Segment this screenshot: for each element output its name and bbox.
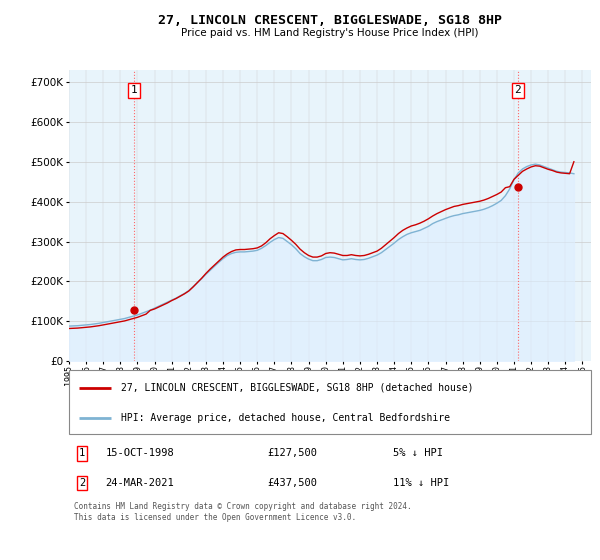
Text: 2: 2	[79, 478, 85, 488]
Text: 27, LINCOLN CRESCENT, BIGGLESWADE, SG18 8HP: 27, LINCOLN CRESCENT, BIGGLESWADE, SG18 …	[158, 14, 502, 27]
Text: 27, LINCOLN CRESCENT, BIGGLESWADE, SG18 8HP (detached house): 27, LINCOLN CRESCENT, BIGGLESWADE, SG18 …	[121, 382, 474, 393]
Text: 2: 2	[515, 85, 521, 95]
Text: 1: 1	[79, 449, 85, 459]
Text: 5% ↓ HPI: 5% ↓ HPI	[392, 449, 443, 459]
Text: £127,500: £127,500	[268, 449, 317, 459]
Text: Contains HM Land Registry data © Crown copyright and database right 2024.
This d: Contains HM Land Registry data © Crown c…	[74, 502, 412, 522]
Text: HPI: Average price, detached house, Central Bedfordshire: HPI: Average price, detached house, Cent…	[121, 413, 450, 423]
Text: 15-OCT-1998: 15-OCT-1998	[106, 449, 174, 459]
FancyBboxPatch shape	[69, 370, 591, 434]
Text: £437,500: £437,500	[268, 478, 317, 488]
Text: Price paid vs. HM Land Registry's House Price Index (HPI): Price paid vs. HM Land Registry's House …	[181, 28, 479, 38]
Text: 11% ↓ HPI: 11% ↓ HPI	[392, 478, 449, 488]
Text: 1: 1	[130, 85, 137, 95]
Text: 24-MAR-2021: 24-MAR-2021	[106, 478, 174, 488]
